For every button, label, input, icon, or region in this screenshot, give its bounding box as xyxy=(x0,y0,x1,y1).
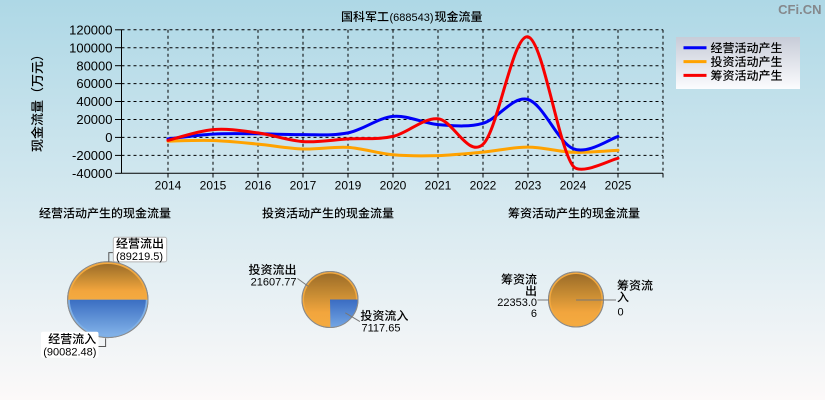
svg-text:7117.65: 7117.65 xyxy=(362,323,401,335)
svg-text:120000: 120000 xyxy=(69,22,112,37)
svg-text:2024: 2024 xyxy=(560,179,587,193)
svg-text:(90082.48): (90082.48) xyxy=(43,347,96,359)
svg-text:80000: 80000 xyxy=(76,58,112,73)
svg-text:2015: 2015 xyxy=(200,179,227,193)
svg-text:2021: 2021 xyxy=(425,179,452,193)
svg-text:2014: 2014 xyxy=(155,179,182,193)
svg-text:22353.0: 22353.0 xyxy=(497,297,537,309)
svg-text:-40000: -40000 xyxy=(72,166,112,181)
svg-text:2016: 2016 xyxy=(245,179,272,193)
svg-text:100000: 100000 xyxy=(69,40,112,55)
svg-text:2017: 2017 xyxy=(290,179,317,193)
svg-text:(688543): (688543) xyxy=(390,12,434,24)
svg-text:-20000: -20000 xyxy=(72,148,112,163)
svg-text:20000: 20000 xyxy=(76,112,112,127)
svg-text:CFi.CN: CFi.CN xyxy=(778,2,821,17)
svg-text:2023: 2023 xyxy=(515,179,542,193)
svg-text:2025: 2025 xyxy=(605,179,632,193)
svg-text:0: 0 xyxy=(618,307,624,319)
svg-text:40000: 40000 xyxy=(76,94,112,109)
svg-text:21607.77: 21607.77 xyxy=(251,277,297,289)
svg-text:60000: 60000 xyxy=(76,76,112,91)
svg-text:6: 6 xyxy=(531,308,537,320)
svg-text:0: 0 xyxy=(105,130,112,145)
svg-text:2022: 2022 xyxy=(470,179,497,193)
svg-text:2020: 2020 xyxy=(380,179,407,193)
svg-text:2019: 2019 xyxy=(335,179,362,193)
svg-text:(89219.5): (89219.5) xyxy=(116,251,163,263)
